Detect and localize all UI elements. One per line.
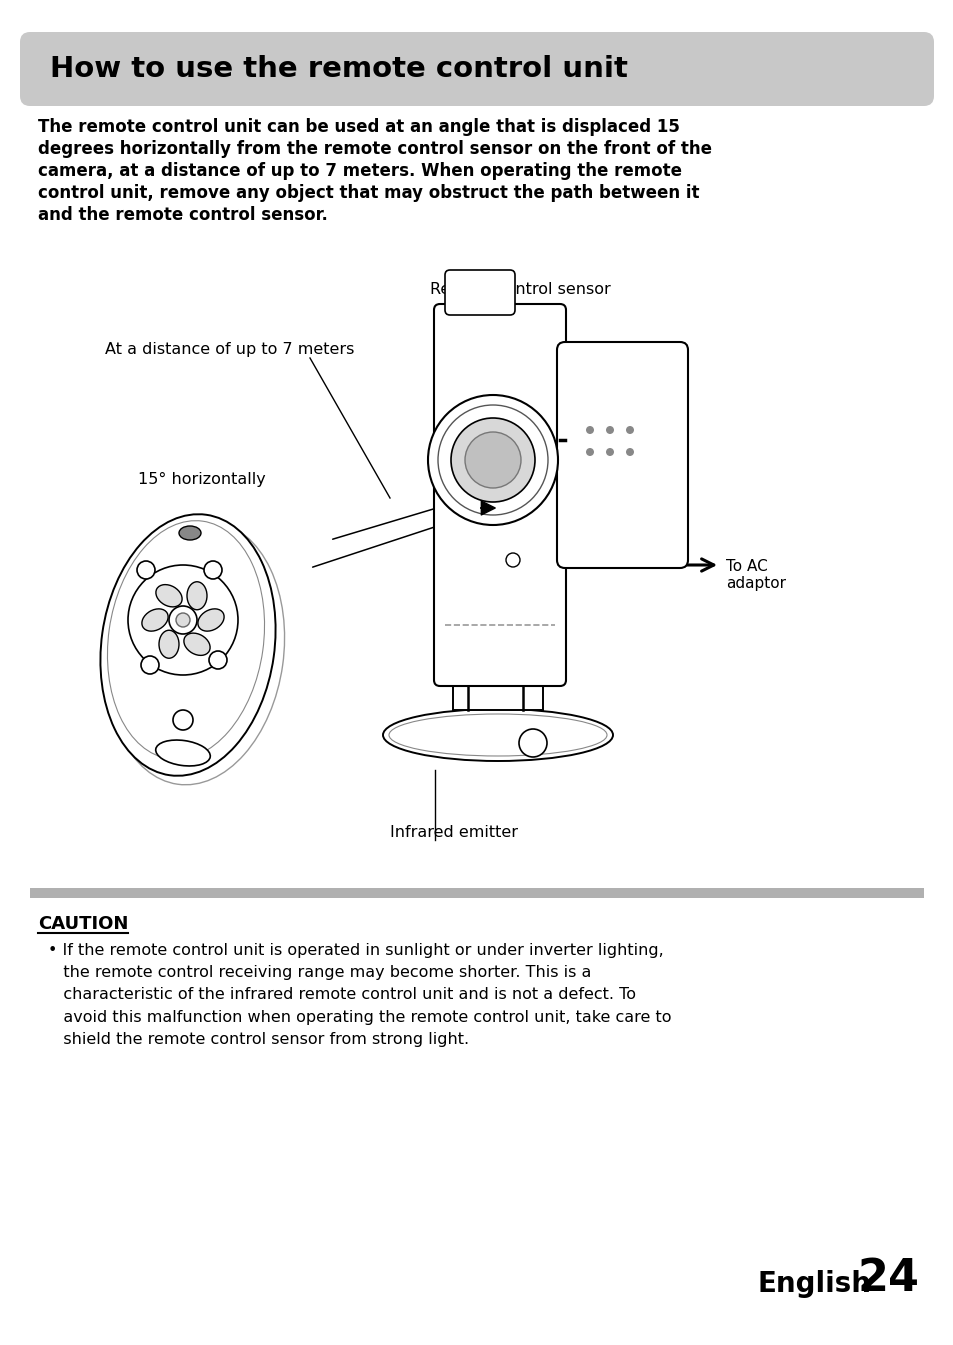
Ellipse shape — [184, 633, 210, 655]
Circle shape — [625, 426, 634, 434]
Text: control unit, remove any object that may obstruct the path between it: control unit, remove any object that may… — [38, 184, 699, 202]
Text: and the remote control sensor.: and the remote control sensor. — [38, 206, 328, 225]
Ellipse shape — [382, 709, 613, 761]
Text: Infrared emitter: Infrared emitter — [390, 824, 517, 841]
FancyBboxPatch shape — [444, 270, 515, 315]
Circle shape — [464, 432, 520, 488]
FancyBboxPatch shape — [557, 342, 687, 568]
Circle shape — [518, 729, 546, 757]
Circle shape — [625, 448, 634, 456]
Text: • If the remote control unit is operated in sunlight or under inverter lighting,: • If the remote control unit is operated… — [48, 943, 671, 1046]
FancyBboxPatch shape — [453, 521, 542, 710]
Text: CAUTION: CAUTION — [38, 915, 129, 933]
Text: At a distance of up to 7 meters: At a distance of up to 7 meters — [105, 342, 354, 356]
Text: degrees horizontally from the remote control sensor on the front of the: degrees horizontally from the remote con… — [38, 140, 711, 157]
Ellipse shape — [108, 522, 284, 784]
Text: To AC
adaptor: To AC adaptor — [725, 560, 785, 592]
FancyArrowPatch shape — [480, 502, 495, 515]
FancyBboxPatch shape — [434, 304, 565, 686]
Ellipse shape — [155, 740, 210, 765]
Circle shape — [209, 651, 227, 668]
Circle shape — [141, 656, 159, 674]
Circle shape — [437, 405, 547, 515]
Circle shape — [137, 561, 154, 578]
Circle shape — [172, 710, 193, 730]
Ellipse shape — [197, 609, 224, 631]
Circle shape — [175, 613, 190, 627]
Circle shape — [428, 395, 558, 525]
Text: How to use the remote control unit: How to use the remote control unit — [50, 55, 627, 83]
Circle shape — [451, 418, 535, 502]
Ellipse shape — [142, 609, 168, 631]
Text: Remote control sensor: Remote control sensor — [430, 282, 610, 297]
Text: 24: 24 — [857, 1258, 919, 1301]
Ellipse shape — [179, 526, 201, 539]
Text: English: English — [758, 1270, 871, 1298]
Circle shape — [505, 553, 519, 568]
Bar — [30, 888, 923, 898]
Ellipse shape — [389, 714, 606, 756]
Circle shape — [585, 426, 594, 434]
Circle shape — [204, 561, 222, 578]
Ellipse shape — [159, 631, 179, 658]
FancyBboxPatch shape — [20, 32, 933, 106]
Circle shape — [169, 607, 196, 633]
Circle shape — [585, 448, 594, 456]
Text: camera, at a distance of up to 7 meters. When operating the remote: camera, at a distance of up to 7 meters.… — [38, 161, 681, 180]
Ellipse shape — [100, 514, 275, 776]
Ellipse shape — [187, 582, 207, 609]
Text: 15° horizontally: 15° horizontally — [138, 472, 266, 487]
Ellipse shape — [155, 585, 182, 607]
Circle shape — [605, 448, 614, 456]
Text: The remote control unit can be used at an angle that is displaced 15: The remote control unit can be used at a… — [38, 118, 679, 136]
Circle shape — [128, 565, 237, 675]
Ellipse shape — [108, 521, 264, 760]
Circle shape — [605, 426, 614, 434]
